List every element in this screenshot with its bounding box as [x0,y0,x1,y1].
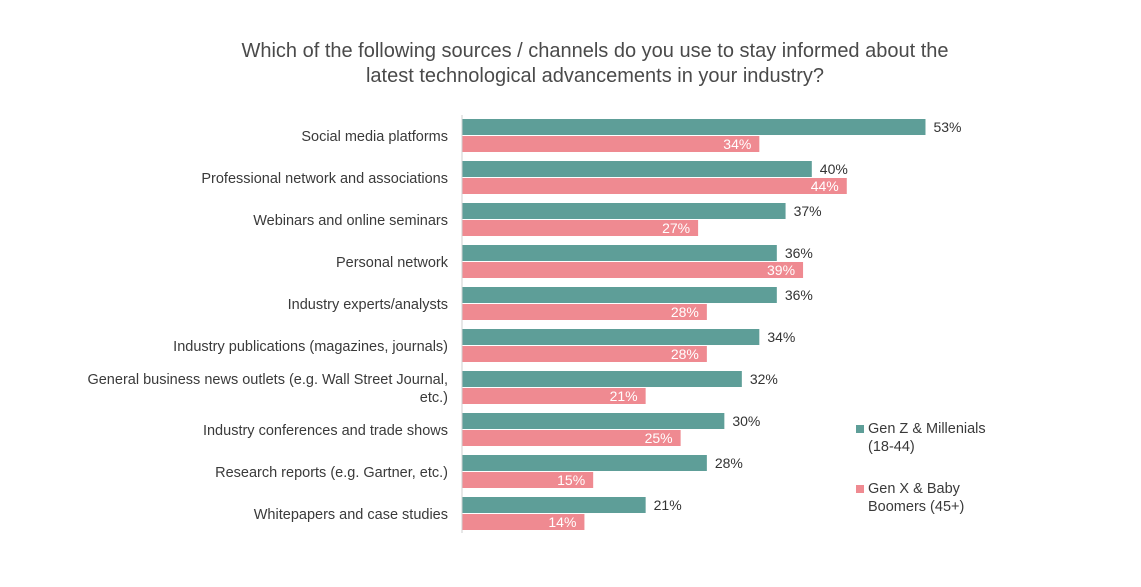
legend-label-series-b-line-2: Boomers (45+) [868,499,965,515]
category-label-line: Industry conferences and trade shows [203,423,448,439]
bar-series-b [462,136,760,152]
data-label-series-b: 44% [811,178,839,194]
bar-series-b [462,262,804,278]
data-label-series-b: 14% [548,514,576,530]
category-label-line: etc.) [420,390,448,406]
category-label-line: Research reports (e.g. Gartner, etc.) [215,465,448,481]
data-label-series-a: 53% [933,119,961,135]
data-label-series-b: 15% [557,472,585,488]
bar-series-b [462,430,681,446]
bar-series-b [462,514,585,530]
bar-series-b [462,388,646,404]
legend-label-series-b-line-1: Gen X & Baby [868,481,960,497]
category-label-line: General business news outlets (e.g. Wall… [87,372,448,388]
category-label: Research reports (e.g. Gartner, etc.) [215,465,448,481]
data-label-series-a: 32% [750,371,778,387]
category-label: General business news outlets (e.g. Wall… [87,372,448,406]
bar-series-b [462,178,847,194]
bar-series-a [462,455,707,471]
bar-series-b [462,220,699,236]
category-label: Personal network [336,255,449,271]
data-label-series-a: 30% [732,413,760,429]
bar-series-b [462,304,707,320]
chart-title: Which of the following sources / channel… [0,39,1141,89]
chart-title-line-2: latest technological advancements in you… [365,65,825,87]
chart-title-line-1: Which of the following sources / channel… [241,40,949,62]
category-label: Social media platforms [301,129,448,145]
data-label-series-a: 37% [794,203,822,219]
bar-series-a [462,161,812,177]
data-label-series-b: 27% [662,220,690,236]
category-label-line: Webinars and online seminars [253,213,448,229]
bar-series-a [462,371,742,387]
bar-series-a [462,497,646,513]
category-label: Whitepapers and case studies [254,507,448,523]
category-label: Industry conferences and trade shows [203,423,448,439]
data-label-series-b: 34% [723,136,751,152]
bar-series-a [462,245,777,261]
category-label-line: Social media platforms [301,129,448,145]
data-label-series-b: 28% [671,346,699,362]
data-label-series-a: 21% [654,497,682,513]
legend-label-series-b: Gen X & Baby Boomers (45+) [868,480,1008,516]
bar-series-a [462,329,760,345]
bar-series-a [462,287,777,303]
legend-label-series-a-line-2: (18-44) [868,439,915,455]
data-label-series-a: 40% [820,161,848,177]
bar-series-a [462,413,725,429]
bar-series-a [462,119,926,135]
legend-swatch-series-b [856,485,864,493]
data-label-series-a: 28% [715,455,743,471]
category-label-line: Personal network [336,255,449,271]
category-label: Webinars and online seminars [253,213,448,229]
data-label-series-a: 34% [767,329,795,345]
bar-series-b [462,346,707,362]
data-label-series-b: 25% [645,430,673,446]
data-label-series-b: 39% [767,262,795,278]
bar-series-a [462,203,786,219]
data-label-series-a: 36% [785,287,813,303]
category-label-line: Whitepapers and case studies [254,507,448,523]
category-label-line: Professional network and associations [201,171,448,187]
legend-label-series-a: Gen Z & Millenials (18-44) [868,420,1008,456]
category-label-line: Industry experts/analysts [288,297,448,313]
bar-series-b [462,472,594,488]
legend-label-series-a-line-1: Gen Z & Millenials [868,421,986,437]
data-label-series-b: 28% [671,304,699,320]
legend-swatch-series-a [856,425,864,433]
category-label-line: Industry publications (magazines, journa… [173,339,448,355]
category-label: Industry publications (magazines, journa… [173,339,448,355]
data-label-series-a: 36% [785,245,813,261]
category-label: Industry experts/analysts [288,297,448,313]
category-label: Professional network and associations [201,171,448,187]
data-label-series-b: 21% [610,388,638,404]
